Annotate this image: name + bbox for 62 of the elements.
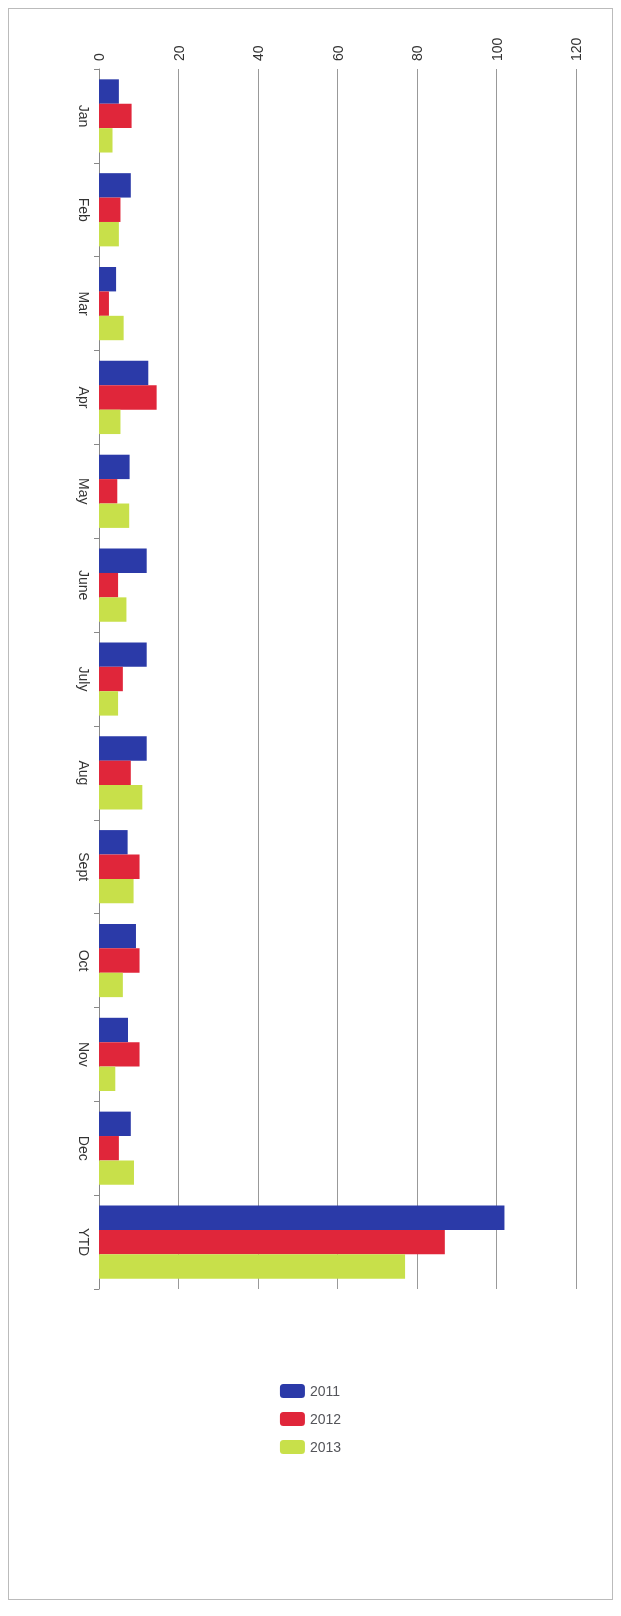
bar: [99, 642, 147, 667]
legend-label: 2013: [309, 1439, 342, 1455]
bar: [99, 173, 131, 198]
y-tick-label: Aug: [76, 760, 92, 786]
bar: [99, 385, 157, 410]
bar: [99, 197, 121, 222]
bar: [99, 267, 117, 292]
bar: [99, 1111, 131, 1137]
bar: [99, 597, 127, 622]
y-tick-label: July: [76, 666, 92, 692]
bar: [99, 691, 119, 716]
legend-label: 2011: [309, 1383, 341, 1399]
bar: [99, 785, 143, 810]
bar: [99, 1229, 445, 1255]
x-tick-label: 60: [329, 45, 346, 61]
y-tick-label: May: [76, 478, 92, 505]
bar: [99, 830, 128, 855]
x-tick-label: 40: [250, 45, 266, 61]
bar: [99, 878, 134, 904]
bar: [99, 854, 140, 879]
bar: [99, 1017, 129, 1043]
bar: [99, 1066, 116, 1091]
x-tick-label: 100: [488, 37, 505, 61]
bar: [99, 666, 123, 692]
bar: [99, 409, 121, 435]
bar: [99, 548, 147, 573]
bar: [99, 221, 119, 247]
y-tick-label: Feb: [76, 197, 92, 223]
bar: [99, 760, 131, 786]
x-tick-label: 0: [91, 53, 107, 61]
y-tick-label: Nov: [76, 1041, 92, 1067]
bar: [99, 454, 130, 480]
legend-label: 2012: [309, 1411, 342, 1427]
bar: [99, 128, 113, 153]
x-tick-label: 20: [170, 45, 187, 61]
bar: [99, 948, 140, 973]
bar: [99, 1205, 505, 1230]
bar: [99, 315, 124, 341]
y-tick-label: June: [76, 569, 92, 601]
bar: [99, 503, 130, 528]
bar: [99, 972, 123, 998]
y-tick-label: Oct: [76, 949, 92, 972]
bar: [99, 923, 136, 949]
y-tick-label: Mar: [76, 291, 92, 316]
y-tick-label: Jan: [76, 104, 92, 128]
x-tick-label: 80: [409, 45, 425, 61]
y-tick-label: YTD: [76, 1228, 92, 1257]
bar: [99, 1042, 140, 1067]
bar: [99, 479, 118, 504]
bar: [99, 1136, 119, 1161]
bar: [99, 1160, 134, 1185]
bar: [99, 103, 132, 129]
y-tick-label: Dec: [76, 1135, 92, 1161]
bar: [99, 736, 147, 761]
bar: [99, 79, 119, 104]
bar: [99, 291, 109, 316]
x-tick-label: 120: [568, 37, 584, 61]
y-tick-label: Apr: [76, 386, 92, 409]
y-tick-label: Sept: [76, 852, 92, 882]
bar: [99, 1254, 406, 1279]
bar: [99, 572, 119, 598]
bar: [99, 360, 149, 386]
